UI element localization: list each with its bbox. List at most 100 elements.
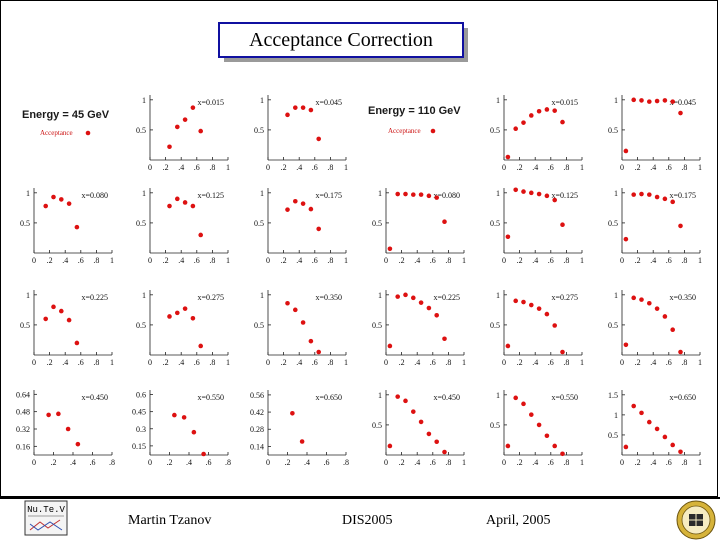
data-point (505, 234, 511, 240)
chart-panel: 0 .2 .4 .6 .8 1 0.5 1 x=0.275 (490, 290, 584, 367)
x-tick-label: .8 (681, 358, 687, 367)
chart-panel: 0 .2 .4 .6 .8 1 0.5 1 x=0.045 (608, 95, 702, 172)
data-point (505, 154, 511, 160)
data-point (426, 193, 432, 199)
data-point (647, 419, 652, 425)
x-tick-label: .8 (327, 163, 333, 172)
data-point (678, 110, 683, 116)
y-tick-label: 1 (496, 189, 500, 198)
x-tick-label: 0 (384, 458, 388, 467)
x-tick-label: 0 (502, 458, 506, 467)
footer-conference: DIS2005 (342, 513, 393, 528)
x-tick-label: .4 (178, 358, 184, 367)
y-tick-label: 0.5 (608, 321, 618, 330)
x-tick-label: 0 (384, 256, 388, 265)
chart-panel: 0 .2 .4 .6 .8 1 0.5 1 x=0.175 (254, 188, 348, 265)
data-point (418, 419, 424, 425)
data-point (43, 316, 48, 322)
x-tick-label: .4 (532, 358, 538, 367)
x-tick-label: .2 (47, 358, 53, 367)
y-tick-label: 0.5 (490, 219, 500, 228)
chart-panel: 0 .2 .4 .6 .8 1 0.5 1 x=0.225 (372, 290, 466, 367)
nutev-logo-text: Nu.Te.V (27, 505, 65, 515)
x-tick-label: 0 (148, 256, 152, 265)
y-tick-label: 1 (142, 96, 146, 105)
data-point (403, 191, 408, 197)
data-point (670, 442, 675, 448)
y-tick-label: 0.5 (490, 126, 500, 135)
x-tick-label: .4 (532, 163, 538, 172)
data-point (51, 194, 56, 200)
x-tick-label: .2 (167, 458, 173, 467)
data-point (172, 412, 177, 418)
chart-label: x=0.015 (551, 98, 578, 107)
data-point (316, 226, 322, 232)
y-tick-label: 1 (378, 291, 382, 300)
data-point (182, 117, 188, 122)
x-tick-label: .2 (517, 358, 523, 367)
y-tick-label: 1 (496, 391, 500, 400)
y-tick-label: 0.6 (136, 391, 146, 400)
x-tick-label: 1 (110, 358, 114, 367)
y-tick-label: 0.16 (16, 442, 30, 451)
data-point (631, 403, 636, 409)
data-point (175, 196, 180, 202)
x-tick-label: .8 (445, 358, 451, 367)
y-tick-label: 0.5 (254, 321, 264, 330)
data-point (395, 294, 401, 299)
x-tick-label: .8 (225, 458, 231, 467)
chart-label: x=0.275 (551, 293, 578, 302)
x-tick-label: 1 (344, 256, 348, 265)
y-tick-label: 0.64 (16, 390, 30, 399)
x-tick-label: .2 (51, 458, 57, 467)
x-tick-label: .4 (178, 256, 184, 265)
x-tick-label: .8 (327, 358, 333, 367)
x-tick-label: .4 (62, 256, 68, 265)
data-point (521, 120, 526, 125)
y-tick-label: 0.5 (254, 126, 264, 135)
x-tick-label: .4 (296, 358, 302, 367)
slide-frame (0, 0, 718, 497)
data-point (536, 422, 542, 428)
y-tick-label: 0.14 (250, 442, 264, 451)
x-tick-label: .6 (666, 458, 672, 467)
x-tick-label: .6 (548, 256, 554, 265)
data-point (434, 439, 440, 445)
data-point (513, 126, 518, 132)
data-point (300, 201, 306, 206)
x-tick-label: .8 (563, 256, 569, 265)
data-point (560, 349, 565, 355)
x-tick-label: .6 (430, 358, 436, 367)
chart-label: x=0.350 (315, 293, 342, 302)
data-point (308, 338, 314, 344)
y-tick-label: 0.32 (16, 425, 30, 434)
x-tick-label: .8 (343, 458, 349, 467)
data-point (198, 128, 203, 134)
data-point (560, 119, 565, 125)
x-tick-label: 0 (266, 256, 270, 265)
data-point (521, 189, 526, 194)
data-point (678, 449, 683, 455)
x-tick-label: 1 (226, 163, 230, 172)
data-point (654, 426, 660, 432)
data-point (631, 97, 636, 103)
data-point (190, 105, 196, 110)
x-tick-label: .8 (563, 163, 569, 172)
x-tick-label: .8 (681, 458, 687, 467)
data-point (285, 112, 290, 118)
x-tick-label: .6 (312, 358, 318, 367)
y-tick-label: 0.45 (132, 408, 146, 417)
data-point (678, 349, 683, 355)
data-point (418, 300, 424, 305)
data-point (639, 297, 644, 302)
data-point (560, 222, 565, 228)
y-tick-label: 1 (614, 411, 618, 420)
y-tick-label: 1 (496, 291, 500, 300)
data-point (198, 232, 203, 238)
data-point (654, 98, 660, 104)
footer-date: April, 2005 (486, 513, 551, 528)
chart-label: x=0.175 (315, 191, 342, 200)
data-point (403, 398, 408, 404)
x-tick-label: .8 (681, 163, 687, 172)
data-point (544, 433, 550, 439)
